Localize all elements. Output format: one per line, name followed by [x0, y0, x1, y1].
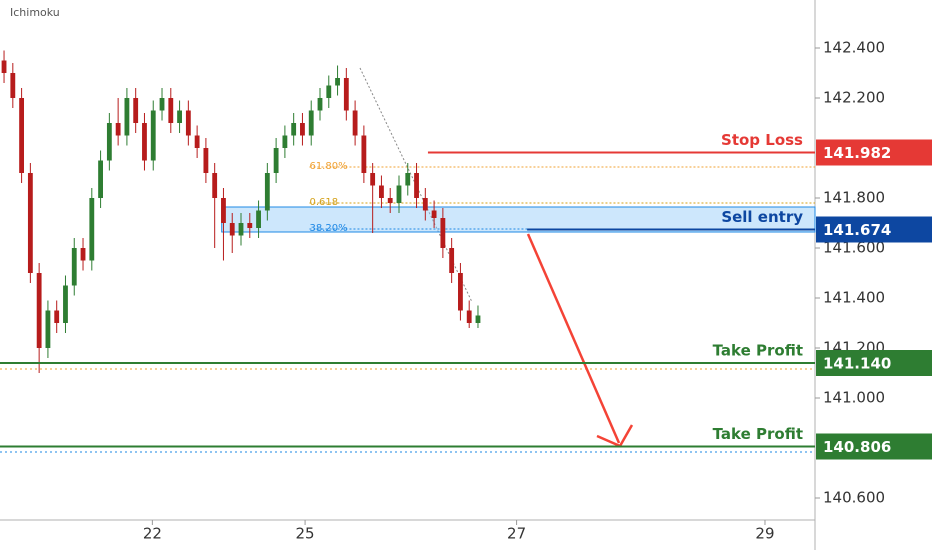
- candle-body: [256, 210, 261, 228]
- candle-body: [449, 248, 455, 273]
- candle-body: [194, 135, 200, 148]
- candle-body: [440, 218, 446, 248]
- candle-body: [326, 85, 332, 98]
- candle-body: [63, 285, 68, 323]
- candle-body: [54, 310, 60, 323]
- sell-zone: [221, 206, 816, 233]
- candle-body: [387, 198, 393, 203]
- candle-body: [89, 198, 95, 261]
- x-tick-label: 27: [507, 525, 526, 543]
- candle-body: [229, 223, 235, 236]
- candle-body: [185, 110, 191, 136]
- candle-body: [98, 160, 103, 198]
- level-name: Sell entry: [721, 208, 803, 226]
- y-tick-label: 142.400: [823, 39, 885, 57]
- y-tick-label: 141.400: [823, 289, 885, 307]
- fib-label: 0.618: [309, 197, 338, 208]
- level-name: Stop Loss: [721, 131, 803, 149]
- y-tick-label: 141.800: [823, 189, 885, 207]
- chart-title: Ichimoku: [10, 6, 60, 19]
- price-badge: [816, 350, 932, 376]
- candle-body: [168, 98, 174, 123]
- candle-body: [150, 110, 156, 161]
- candle-body: [405, 173, 411, 186]
- candle-body: [19, 98, 25, 173]
- candle-body: [238, 223, 244, 236]
- candle-body: [36, 273, 42, 348]
- candle-body: [71, 248, 77, 286]
- y-tick-label: 141.600: [823, 239, 885, 257]
- candle-body: [343, 78, 349, 111]
- candle-body: [379, 185, 384, 198]
- x-tick-label: 22: [143, 525, 162, 543]
- candle-body: [247, 223, 253, 228]
- candle-body: [27, 173, 33, 273]
- candle-body: [221, 198, 226, 223]
- candle-body: [361, 135, 367, 173]
- x-tick-label: 29: [755, 525, 774, 543]
- candle-body: [422, 198, 428, 211]
- candle-body: [133, 98, 139, 123]
- price-badge: [816, 216, 932, 243]
- candle-body: [291, 123, 297, 136]
- y-tick-label: 142.200: [823, 89, 885, 107]
- candle-body: [414, 173, 419, 198]
- fib-label: 38.20%: [309, 223, 347, 234]
- projection-arrow: [526, 233, 621, 444]
- fib-label: 61.80%: [309, 161, 347, 172]
- price-badge: [816, 139, 932, 166]
- candle-body: [431, 210, 437, 218]
- candle-body: [124, 98, 130, 136]
- candle-body: [159, 98, 165, 111]
- price-badge-label: 141.982: [823, 144, 891, 162]
- candle-body: [80, 248, 86, 261]
- candle-body: [466, 310, 472, 323]
- price-badge-label: 140.806: [823, 438, 891, 456]
- candle-body: [203, 148, 209, 173]
- candle-body: [45, 310, 51, 348]
- candle-body: [352, 110, 358, 136]
- candle-body: [1, 60, 7, 73]
- candle-body: [273, 148, 279, 173]
- candle-body: [475, 315, 481, 323]
- y-tick-label: 140.600: [823, 489, 885, 507]
- level-name: Take Profit: [713, 425, 803, 443]
- candle-body: [264, 173, 270, 211]
- candle-body: [10, 73, 16, 98]
- candle-body: [212, 173, 218, 198]
- candle-body: [370, 173, 376, 186]
- y-tick-label: 141.000: [823, 389, 885, 407]
- candle-body: [300, 123, 305, 136]
- level-name: Take Profit: [713, 342, 803, 360]
- candle-body: [396, 185, 402, 203]
- price-badge-label: 141.674: [823, 221, 891, 239]
- candle-body: [115, 123, 121, 136]
- candle-body: [142, 123, 147, 161]
- price-badge-label: 141.140: [823, 355, 891, 373]
- candle-body: [106, 123, 112, 161]
- candle-body: [308, 110, 314, 136]
- candle-body: [317, 98, 323, 111]
- x-tick-label: 25: [296, 525, 315, 543]
- candle-body: [335, 78, 340, 86]
- price-badge: [816, 433, 932, 460]
- candle-body: [282, 135, 288, 148]
- candle-body: [458, 273, 463, 311]
- candle-body: [177, 110, 182, 123]
